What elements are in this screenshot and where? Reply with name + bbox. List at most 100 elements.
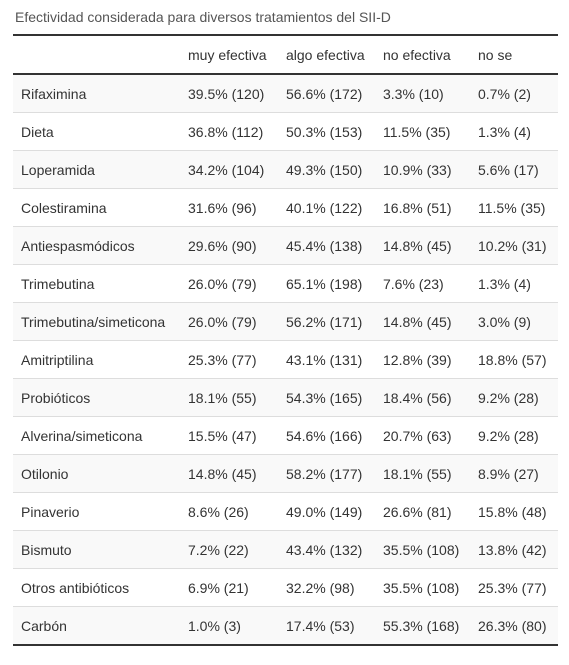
no-se-cell: 8.9% (27) xyxy=(470,454,558,493)
no-se-cell: 26.3% (80) xyxy=(470,606,558,645)
muy-efectiva-cell: 26.0% (79) xyxy=(180,264,278,303)
muy-efectiva-cell: 36.8% (112) xyxy=(180,112,278,151)
treatment-cell: Loperamida xyxy=(13,150,180,189)
treatment-cell: Antiespasmódicos xyxy=(13,226,180,265)
no-se-cell: 15.8% (48) xyxy=(470,492,558,531)
treatment-cell: Trimebutina/simeticona xyxy=(13,302,180,341)
muy-efectiva-cell: 31.6% (96) xyxy=(180,188,278,227)
no-efectiva-cell: 7.6% (23) xyxy=(375,264,470,303)
no-se-cell: 1.3% (4) xyxy=(470,264,558,303)
table-body: Rifaximina 39.5% (120) 56.6% (172) 3.3% (10… xyxy=(13,74,558,645)
no-se-cell: 0.7% (2) xyxy=(470,74,558,113)
treatment-cell: Trimebutina xyxy=(13,264,180,303)
algo-efectiva-cell: 50.3% (153) xyxy=(278,112,375,151)
algo-efectiva-cell: 32.2% (98) xyxy=(278,568,375,607)
muy-efectiva-cell: 7.2% (22) xyxy=(180,530,278,569)
treatment-cell: Bismuto xyxy=(13,530,180,569)
muy-efectiva-cell: 1.0% (3) xyxy=(180,606,278,645)
treatment-cell: Pinaverio xyxy=(13,492,180,531)
table-row: Antiespasmódicos 29.6% (90) 45.4% (138) 14.… xyxy=(13,226,558,265)
algo-efectiva-cell: 40.1% (122) xyxy=(278,188,375,227)
no-se-cell: 18.8% (57) xyxy=(470,340,558,379)
header-cell-no-efectiva: no efectiva xyxy=(375,35,470,75)
treatment-cell: Dieta xyxy=(13,112,180,151)
table-row: Trimebutina 26.0% (79) 65.1% (198) 7.6% (23… xyxy=(13,264,558,303)
no-efectiva-cell: 55.3% (168) xyxy=(375,606,470,645)
table-row: Otros antibióticos 6.9% (21) 32.2% (98) 35.… xyxy=(13,568,558,607)
table-row: Carbón 1.0% (3) 17.4% (53) 55.3% (168) 26.3%… xyxy=(13,606,558,645)
no-se-cell: 9.2% (28) xyxy=(470,416,558,455)
muy-efectiva-cell: 39.5% (120) xyxy=(180,74,278,113)
no-se-cell: 5.6% (17) xyxy=(470,150,558,189)
algo-efectiva-cell: 54.3% (165) xyxy=(278,378,375,417)
treatment-cell: Carbón xyxy=(13,606,180,645)
no-efectiva-cell: 10.9% (33) xyxy=(375,150,470,189)
muy-efectiva-cell: 25.3% (77) xyxy=(180,340,278,379)
algo-efectiva-cell: 49.0% (149) xyxy=(278,492,375,531)
no-se-cell: 3.0% (9) xyxy=(470,302,558,341)
muy-efectiva-cell: 18.1% (55) xyxy=(180,378,278,417)
table-row: Otilonio 14.8% (45) 58.2% (177) 18.1% (55) 8… xyxy=(13,454,558,493)
muy-efectiva-cell: 6.9% (21) xyxy=(180,568,278,607)
table-header: muy efectiva algo efectiva no efectiva n… xyxy=(13,35,558,75)
treatment-cell: Rifaximina xyxy=(13,74,180,113)
algo-efectiva-cell: 43.4% (132) xyxy=(278,530,375,569)
no-se-cell: 11.5% (35) xyxy=(470,188,558,227)
no-se-cell: 1.3% (4) xyxy=(470,112,558,151)
table-caption: Efectividad considerada para diversos tr… xyxy=(15,9,391,25)
no-efectiva-cell: 20.7% (63) xyxy=(375,416,470,455)
header-cell-muy-efectiva: muy efectiva xyxy=(180,35,278,75)
table-row: Dieta 36.8% (112) 50.3% (153) 11.5% (35) 1.3… xyxy=(13,112,558,151)
muy-efectiva-cell: 14.8% (45) xyxy=(180,454,278,493)
table-row: Bismuto 7.2% (22) 43.4% (132) 35.5% (108) 13… xyxy=(13,530,558,569)
table-row: Trimebutina/simeticona 26.0% (79) 56.2% (1… xyxy=(13,302,558,341)
algo-efectiva-cell: 58.2% (177) xyxy=(278,454,375,493)
table-row: Alverina/simeticona 15.5% (47) 54.6% (166)… xyxy=(13,416,558,455)
no-efectiva-cell: 11.5% (35) xyxy=(375,112,470,151)
no-efectiva-cell: 35.5% (108) xyxy=(375,568,470,607)
header-cell-no-se: no se xyxy=(470,35,558,75)
table-row: Colestiramina 31.6% (96) 40.1% (122) 16.8% … xyxy=(13,188,558,227)
no-efectiva-cell: 18.4% (56) xyxy=(375,378,470,417)
header-row: muy efectiva algo efectiva no efectiva n… xyxy=(13,35,558,75)
algo-efectiva-cell: 54.6% (166) xyxy=(278,416,375,455)
no-efectiva-cell: 26.6% (81) xyxy=(375,492,470,531)
no-se-cell: 13.8% (42) xyxy=(470,530,558,569)
algo-efectiva-cell: 49.3% (150) xyxy=(278,150,375,189)
no-efectiva-cell: 14.8% (45) xyxy=(375,302,470,341)
no-se-cell: 10.2% (31) xyxy=(470,226,558,265)
effectiveness-table: muy efectiva algo efectiva no efectiva n… xyxy=(13,34,558,646)
algo-efectiva-cell: 56.6% (172) xyxy=(278,74,375,113)
no-efectiva-cell: 35.5% (108) xyxy=(375,530,470,569)
no-se-cell: 9.2% (28) xyxy=(470,378,558,417)
algo-efectiva-cell: 17.4% (53) xyxy=(278,606,375,645)
no-efectiva-cell: 18.1% (55) xyxy=(375,454,470,493)
header-cell-algo-efectiva: algo efectiva xyxy=(278,35,375,75)
treatment-cell: Amitriptilina xyxy=(13,340,180,379)
treatment-cell: Colestiramina xyxy=(13,188,180,227)
treatment-cell: Probióticos xyxy=(13,378,180,417)
algo-efectiva-cell: 45.4% (138) xyxy=(278,226,375,265)
table-row: Loperamida 34.2% (104) 49.3% (150) 10.9% (3… xyxy=(13,150,558,189)
muy-efectiva-cell: 15.5% (47) xyxy=(180,416,278,455)
no-efectiva-cell: 12.8% (39) xyxy=(375,340,470,379)
muy-efectiva-cell: 29.6% (90) xyxy=(180,226,278,265)
header-cell-treatment xyxy=(13,35,180,75)
table-row: Probióticos 18.1% (55) 54.3% (165) 18.4% (5… xyxy=(13,378,558,417)
algo-efectiva-cell: 56.2% (171) xyxy=(278,302,375,341)
algo-efectiva-cell: 65.1% (198) xyxy=(278,264,375,303)
treatment-cell: Otilonio xyxy=(13,454,180,493)
table-row: Amitriptilina 25.3% (77) 43.1% (131) 12.8% … xyxy=(13,340,558,379)
muy-efectiva-cell: 8.6% (26) xyxy=(180,492,278,531)
algo-efectiva-cell: 43.1% (131) xyxy=(278,340,375,379)
treatment-cell: Alverina/simeticona xyxy=(13,416,180,455)
table-row: Rifaximina 39.5% (120) 56.6% (172) 3.3% (10… xyxy=(13,74,558,113)
no-efectiva-cell: 14.8% (45) xyxy=(375,226,470,265)
no-efectiva-cell: 16.8% (51) xyxy=(375,188,470,227)
muy-efectiva-cell: 34.2% (104) xyxy=(180,150,278,189)
muy-efectiva-cell: 26.0% (79) xyxy=(180,302,278,341)
no-efectiva-cell: 3.3% (10) xyxy=(375,74,470,113)
treatment-cell: Otros antibióticos xyxy=(13,568,180,607)
no-se-cell: 25.3% (77) xyxy=(470,568,558,607)
table-row: Pinaverio 8.6% (26) 49.0% (149) 26.6% (81) 1… xyxy=(13,492,558,531)
